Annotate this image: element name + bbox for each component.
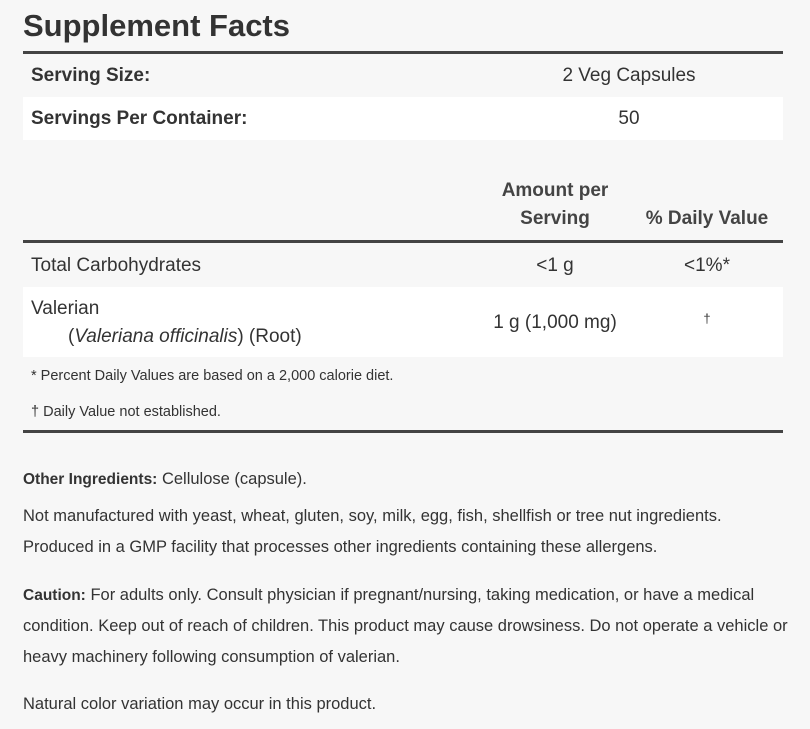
serving-row: Servings Per Container: 50 (23, 97, 783, 140)
label: Other Ingredients: (23, 471, 158, 488)
daily-value: <1%* (684, 255, 730, 276)
header: Amount per (501, 180, 609, 201)
nutrient-sub: (Valeriana officinalis) (Root) (68, 326, 302, 348)
nutrient-name: Total Carbohydrates (31, 255, 202, 276)
nutrient-row: Total Carbohydrates <1 g <1%* (23, 243, 783, 287)
label: Caution: (23, 587, 86, 604)
paragraph: Natural color variation may occur in thi… (23, 695, 377, 713)
latin-name: Valeriana officinalis (74, 326, 238, 347)
nutrient-row: Valerian (Valeriana officinalis) (Root) … (23, 287, 783, 357)
paragraph: Caution: For adults only. Consult physic… (23, 580, 793, 673)
text: Cellulose (capsule). (157, 470, 307, 488)
value: 2 Veg Capsules (562, 65, 696, 86)
paragraph: Other Ingredients: Cellulose (capsule). (23, 464, 793, 495)
footnote: † Daily Value not established. (31, 404, 221, 420)
rule (23, 240, 783, 243)
rule (23, 51, 783, 54)
daily-value: † (703, 311, 711, 326)
title: Supplement Facts (23, 8, 290, 43)
header: Serving (520, 208, 590, 229)
nutrient-name: Valerian (31, 298, 100, 319)
label: Servings Per Container: (31, 108, 248, 129)
footnote: * Percent Daily Values are based on a 2,… (31, 368, 394, 384)
value: 50 (618, 108, 640, 129)
text: ) (Root) (237, 326, 302, 347)
amount: 1 g (1,000 mg) (493, 312, 617, 333)
text: ( (68, 326, 75, 347)
paragraph: Not manufactured with yeast, wheat, glut… (23, 507, 722, 556)
header: % Daily Value (645, 208, 769, 229)
label: Serving Size: (31, 65, 151, 86)
serving-row: Serving Size: 2 Veg Capsules (23, 54, 783, 97)
text: For adults only. Consult physician if pr… (23, 586, 788, 666)
amount: <1 g (536, 255, 574, 276)
rule (23, 430, 783, 433)
